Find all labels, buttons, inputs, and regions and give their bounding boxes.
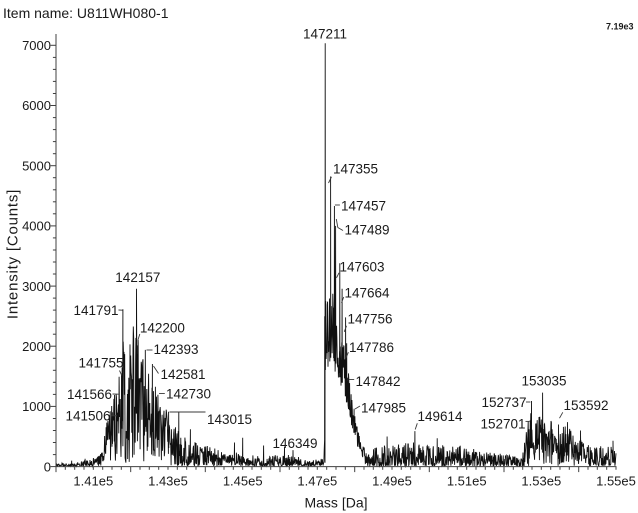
svg-text:142581: 142581 — [161, 367, 206, 382]
svg-text:0: 0 — [44, 459, 51, 474]
svg-text:147756: 147756 — [348, 312, 393, 327]
svg-text:153035: 153035 — [522, 374, 567, 389]
svg-text:4000: 4000 — [22, 219, 51, 234]
svg-text:149614: 149614 — [418, 409, 464, 424]
svg-text:147489: 147489 — [345, 223, 390, 238]
svg-text:Item name: U811WH080-1: Item name: U811WH080-1 — [3, 5, 169, 21]
svg-text:1.49e5: 1.49e5 — [372, 474, 412, 489]
svg-text:147842: 147842 — [356, 374, 401, 389]
svg-text:141506: 141506 — [66, 408, 111, 423]
svg-text:1.51e5: 1.51e5 — [447, 474, 487, 489]
svg-text:7000: 7000 — [22, 38, 51, 53]
svg-text:141566: 141566 — [67, 387, 112, 402]
svg-text:142730: 142730 — [166, 387, 211, 402]
svg-text:Mass [Da]: Mass [Da] — [304, 495, 367, 511]
svg-text:147211: 147211 — [303, 27, 347, 42]
svg-text:141791: 141791 — [74, 303, 119, 318]
svg-text:1.41e5: 1.41e5 — [73, 474, 113, 489]
svg-text:152701: 152701 — [481, 417, 526, 432]
svg-text:3000: 3000 — [22, 279, 51, 294]
svg-text:141755: 141755 — [79, 356, 124, 371]
svg-text:1.55e5: 1.55e5 — [596, 474, 636, 489]
svg-text:1.53e5: 1.53e5 — [521, 474, 561, 489]
svg-text:147355: 147355 — [333, 162, 378, 177]
svg-text:147985: 147985 — [361, 401, 406, 416]
svg-text:1000: 1000 — [22, 399, 51, 414]
svg-text:147786: 147786 — [349, 340, 394, 355]
svg-text:147664: 147664 — [345, 286, 391, 301]
svg-text:6000: 6000 — [22, 98, 51, 113]
svg-text:147603: 147603 — [340, 260, 385, 275]
svg-text:153592: 153592 — [564, 398, 609, 413]
svg-text:1.47e5: 1.47e5 — [297, 474, 337, 489]
svg-text:1.45e5: 1.45e5 — [223, 474, 263, 489]
svg-text:143015: 143015 — [207, 412, 252, 427]
svg-text:147457: 147457 — [341, 199, 386, 214]
svg-text:5000: 5000 — [22, 158, 51, 173]
svg-text:142157: 142157 — [115, 270, 160, 285]
svg-text:2000: 2000 — [22, 339, 51, 354]
svg-text:1.43e5: 1.43e5 — [148, 474, 188, 489]
svg-text:142200: 142200 — [140, 321, 185, 336]
svg-text:Intensity [Counts]: Intensity [Counts] — [5, 189, 22, 319]
svg-text:7.19e3: 7.19e3 — [606, 22, 634, 32]
svg-text:146349: 146349 — [273, 436, 318, 451]
svg-text:142393: 142393 — [154, 342, 199, 357]
svg-text:152737: 152737 — [482, 395, 527, 410]
